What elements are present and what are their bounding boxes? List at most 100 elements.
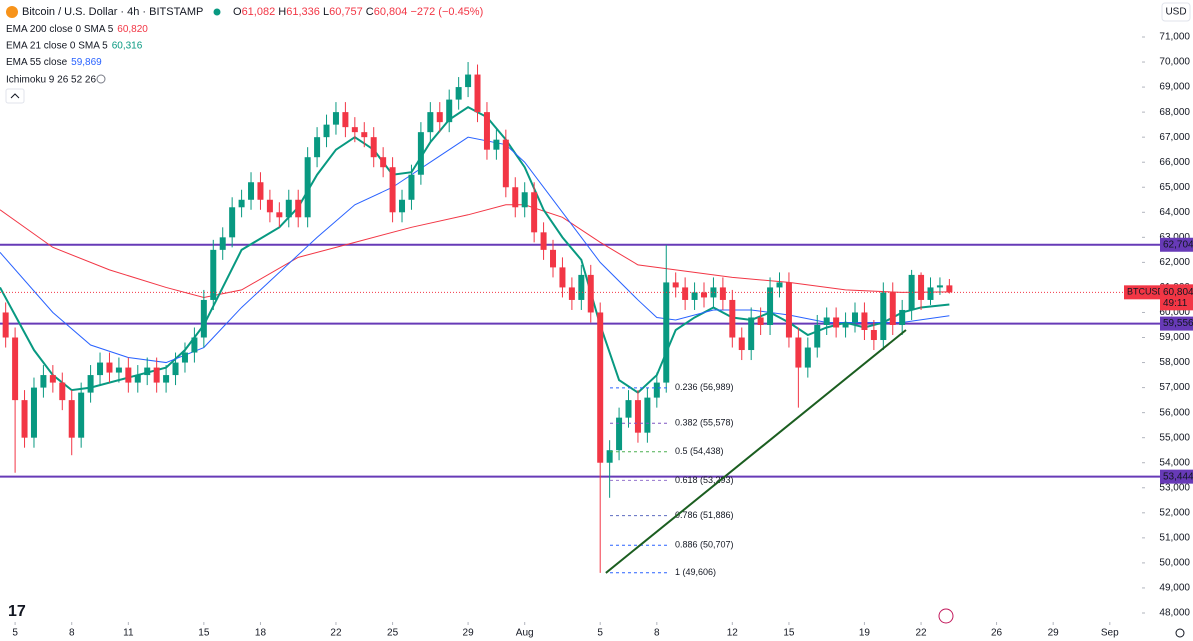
candle-body — [314, 137, 321, 158]
level-tag — [1160, 237, 1193, 252]
legend-name: EMA 200 close 0 SMA 5 — [6, 24, 114, 35]
candle-body — [78, 392, 85, 438]
candle-body — [918, 274, 925, 300]
candle-body — [531, 192, 538, 233]
ohlc-key: C — [366, 6, 374, 18]
candle-body — [219, 237, 226, 250]
candle-body — [682, 287, 689, 300]
candle-body — [512, 187, 519, 208]
alert-icon[interactable] — [938, 608, 954, 624]
candle-body — [568, 287, 575, 300]
candle-body — [729, 299, 736, 338]
ohlc-value: 60,804 — [374, 6, 408, 18]
level-tag — [1160, 469, 1193, 484]
x-tick-label: 29 — [1048, 628, 1060, 639]
ohlc: O61,082 H61,336 L60,757 C60,804 −272 (−0… — [233, 6, 483, 18]
x-tick-label: 11 — [123, 628, 134, 639]
candle-body — [691, 292, 698, 300]
x-tick-label: 15 — [783, 628, 795, 639]
y-tick-label: 70,000 — [1159, 57, 1190, 68]
y-tick-label: 51,000 — [1159, 532, 1190, 543]
candle-body — [49, 375, 56, 383]
fib-label: 0.5 (54,438) — [675, 446, 724, 456]
y-tick-label: 48,000 — [1159, 608, 1190, 619]
candle-body — [427, 112, 434, 133]
candle-body — [889, 292, 896, 325]
candle-body — [134, 375, 141, 383]
countdown: 49:11 — [1163, 298, 1188, 309]
y-tick-label: 66,000 — [1159, 157, 1190, 168]
candle-body — [852, 312, 858, 323]
x-tick-label: Sep — [1101, 628, 1119, 639]
candle-body — [153, 367, 160, 383]
legend-value: 60,820 — [117, 24, 148, 35]
candle-body — [285, 199, 292, 218]
fib-label: 0.786 (51,886) — [675, 510, 734, 520]
settings-icon[interactable] — [1175, 628, 1185, 638]
ohlc-key: O — [233, 6, 242, 18]
candle-body — [351, 127, 358, 133]
candle-body — [465, 74, 472, 88]
y-tick-label: 49,000 — [1159, 583, 1190, 594]
y-tick-label: 68,000 — [1159, 107, 1190, 118]
x-tick-label: 19 — [859, 628, 871, 639]
y-tick-label: 58,000 — [1159, 357, 1190, 368]
candle-body — [757, 317, 764, 325]
candle-body — [870, 329, 877, 341]
candle-body — [106, 362, 113, 373]
x-tick-label: 26 — [991, 628, 1003, 639]
candle-body — [295, 199, 302, 218]
candle-body — [210, 249, 217, 300]
candle-body — [823, 317, 830, 325]
candle-body — [323, 124, 330, 138]
collapse-icon — [10, 93, 20, 99]
level-tag — [1160, 316, 1193, 331]
candle-body — [606, 450, 613, 463]
candle-body — [417, 132, 424, 175]
eye-icon[interactable] — [96, 74, 106, 84]
y-tick-label: 71,000 — [1159, 32, 1190, 43]
y-tick-label: 63,000 — [1159, 232, 1190, 243]
fib-label: 0.618 (53,293) — [675, 475, 734, 485]
y-tick-label: 50,000 — [1159, 558, 1190, 569]
candle-body — [144, 367, 151, 376]
candle-body — [455, 87, 462, 100]
symbol-tag — [1124, 285, 1160, 300]
candle-body — [342, 112, 349, 128]
candle-body — [785, 282, 792, 338]
y-tick-label: 59,000 — [1159, 332, 1190, 343]
collapse-button[interactable] — [5, 88, 25, 104]
candle-body — [559, 267, 566, 288]
candle-body — [502, 139, 509, 188]
candle-body — [21, 400, 28, 438]
trendline — [605, 329, 907, 574]
ohlc-key: L — [323, 6, 329, 18]
x-tick-label: 8 — [654, 628, 660, 639]
currency-button[interactable] — [1161, 2, 1191, 22]
x-tick-label: 22 — [330, 628, 342, 639]
candle-body — [474, 74, 481, 113]
candle-body — [880, 292, 887, 341]
y-tick-label: 69,000 — [1159, 82, 1190, 93]
candle-body — [767, 287, 774, 325]
candle-body — [795, 337, 802, 368]
candle-body — [672, 282, 679, 288]
candle-body — [380, 157, 387, 168]
symbol-tag-label: BTCUSD — [1127, 287, 1165, 297]
chart-title: Bitcoin / U.S. Dollar · 4h · BITSTAMP — [22, 6, 203, 18]
fib-label: 0.236 (56,989) — [675, 382, 734, 392]
legend-entry: EMA 21 close 0 SMA 5 60,316 — [6, 40, 143, 51]
candle-body — [30, 387, 37, 438]
candle-body — [370, 137, 377, 158]
candle-body — [332, 112, 339, 125]
candle-body — [597, 312, 604, 463]
x-tick-label: 8 — [69, 628, 75, 639]
level-tag-label: 59,556 — [1163, 318, 1193, 329]
ema-line — [0, 204, 950, 298]
x-tick-label: 25 — [387, 628, 399, 639]
currency: USD — [1165, 7, 1186, 18]
ohlc-value: 61,336 — [286, 6, 320, 18]
candle-body — [389, 167, 396, 213]
candle-body — [663, 282, 670, 383]
